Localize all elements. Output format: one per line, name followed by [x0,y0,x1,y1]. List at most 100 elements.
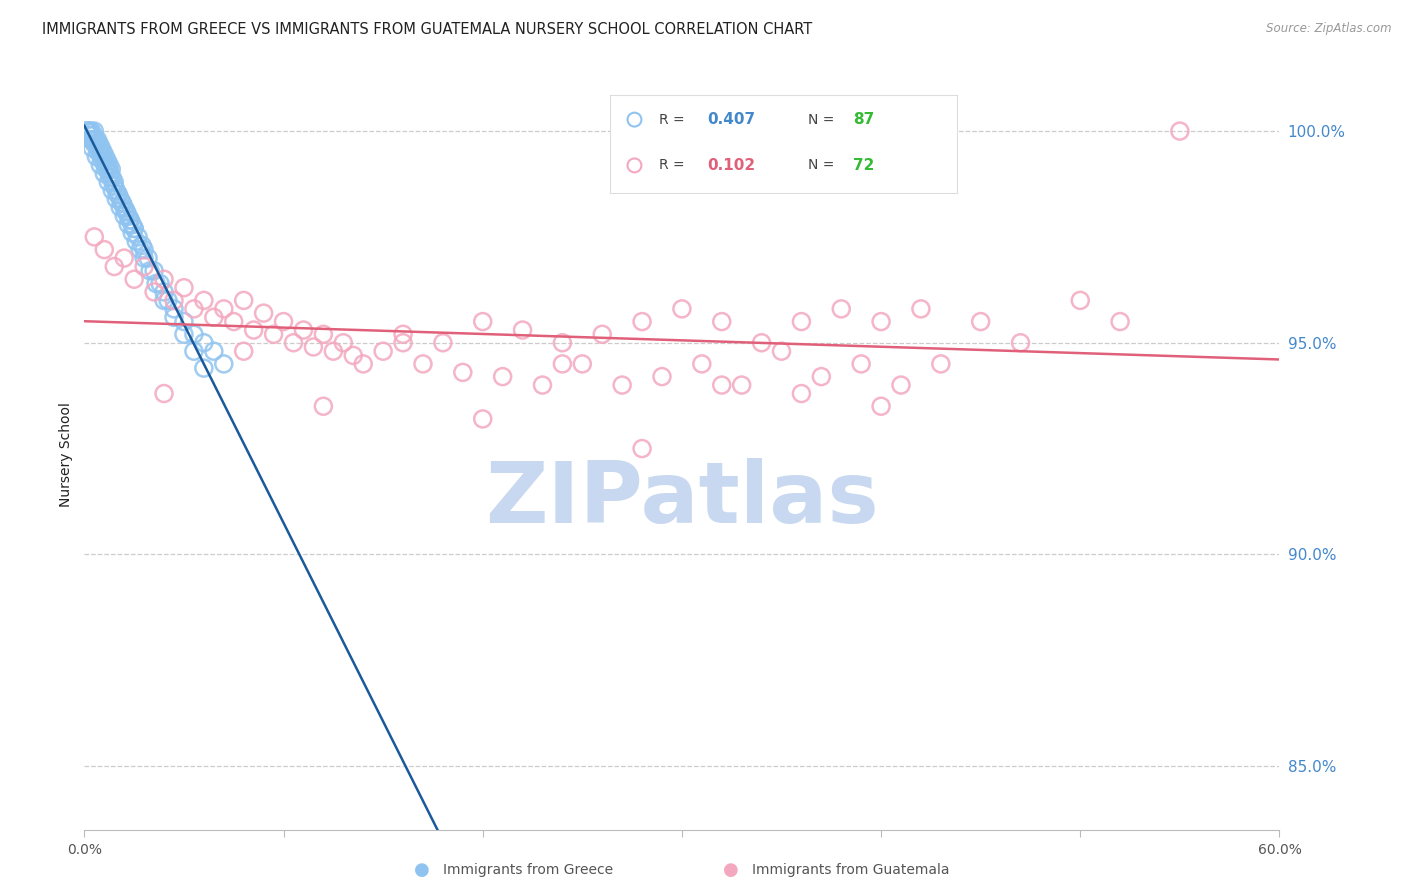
Point [193,293,215,308]
Point [292,323,315,337]
Point [97,162,120,177]
Point [96,162,118,177]
Point [551,335,574,350]
Point [163,301,186,316]
Point [471,412,494,426]
Text: IMMIGRANTS FROM GREECE VS IMMIGRANTS FROM GUATEMALA NURSERY SCHOOL CORRELATION C: IMMIGRANTS FROM GREECE VS IMMIGRANTS FRO… [42,22,813,37]
Point [112,251,135,265]
Point [153,386,176,401]
Point [83,136,105,151]
Point [91,145,114,160]
Point [173,315,195,329]
Point [115,204,138,219]
Text: Immigrants from Guatemala: Immigrants from Guatemala [752,863,949,877]
Point [631,315,654,329]
Point [80,124,103,138]
Point [970,315,993,329]
Point [173,281,195,295]
Point [591,327,613,342]
Point [890,378,912,392]
Point [830,301,852,316]
Point [651,369,673,384]
Point [110,192,132,206]
Point [153,293,176,308]
Point [790,315,813,329]
Point [929,357,952,371]
Point [83,124,105,138]
Point [212,357,235,371]
Point [76,124,98,138]
Point [120,213,142,227]
Point [79,128,101,143]
Text: Immigrants from Greece: Immigrants from Greece [443,863,613,877]
Point [163,293,186,308]
Point [273,315,295,329]
Point [790,386,813,401]
Point [731,378,754,392]
Point [332,335,354,350]
Point [710,315,733,329]
Point [100,162,122,177]
Point [115,204,138,219]
Point [87,141,110,155]
Point [183,344,205,359]
Point [82,128,104,143]
Point [96,158,118,172]
Point [153,272,176,286]
Point [551,357,574,371]
Point [105,192,128,206]
Point [342,348,364,362]
Point [98,170,121,185]
Point [1109,315,1132,329]
Point [77,124,100,138]
Point [77,124,100,138]
Point [139,264,162,278]
Point [392,327,415,342]
Point [322,344,344,359]
Point [232,344,254,359]
Point [82,132,104,146]
Point [870,315,893,329]
Point [112,209,135,223]
Point [283,335,305,350]
Point [149,277,172,291]
Point [89,136,111,151]
Point [84,132,107,146]
Point [392,335,415,350]
Point [1010,335,1032,350]
Point [96,153,118,168]
Point [851,357,873,371]
Point [110,200,132,214]
Y-axis label: Nursery School: Nursery School [59,402,73,508]
Point [1168,124,1191,138]
Point [127,230,149,244]
Text: ●: ● [413,861,430,879]
Point [263,327,285,342]
Point [690,357,713,371]
Point [183,301,205,316]
Point [82,141,104,155]
Point [253,306,276,320]
Point [352,357,374,371]
Point [202,310,225,325]
Point [132,260,156,274]
Point [451,365,474,379]
Point [312,399,335,413]
Point [571,357,593,371]
Point [94,149,117,163]
Point [93,166,115,180]
Point [105,183,128,197]
Point [1069,293,1091,308]
Point [122,221,145,235]
Point [121,217,143,231]
Point [90,141,112,155]
Point [86,149,108,163]
Point [153,285,176,299]
Point [531,378,554,392]
Point [117,209,139,223]
Point [193,335,215,350]
Point [512,323,534,337]
Point [145,277,167,291]
Point [810,369,832,384]
Point [202,344,225,359]
